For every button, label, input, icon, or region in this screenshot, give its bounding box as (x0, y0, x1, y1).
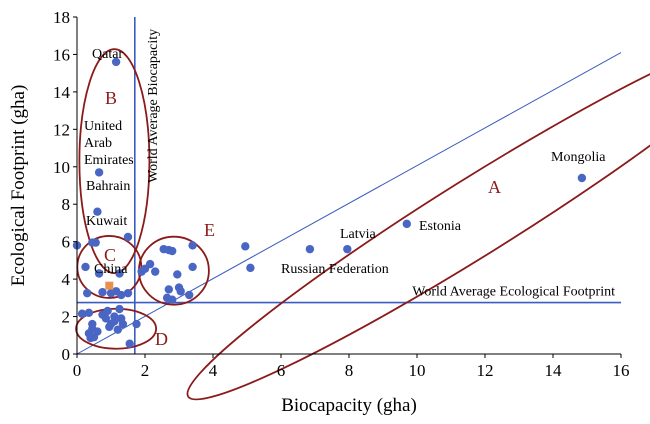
country-label-china: China (94, 262, 128, 277)
x-tick-label: 6 (277, 361, 286, 380)
data-point (241, 242, 250, 251)
data-point (151, 267, 160, 276)
y-tick-label: 14 (53, 83, 71, 102)
data-point (98, 288, 107, 297)
y-tick-label: 4 (62, 270, 71, 289)
data-point (115, 269, 124, 278)
data-point (188, 262, 197, 272)
data-point (81, 262, 90, 272)
data-point (110, 312, 119, 321)
group-letter-c: C (104, 245, 116, 265)
x-tick-label: 12 (477, 361, 494, 380)
data-point (118, 319, 128, 329)
y-tick-label: 0 (62, 345, 71, 364)
y-tick-label: 18 (53, 8, 70, 27)
country-label-latvia: Latvia (340, 227, 377, 242)
data-point-qatar (111, 57, 121, 67)
y-tick-label: 16 (53, 45, 70, 64)
data-point (132, 319, 141, 329)
data-point (94, 269, 104, 278)
data-point (83, 288, 92, 298)
group-letter-a: A (488, 177, 501, 197)
x-tick-label: 14 (545, 361, 563, 380)
data-points-layer (72, 57, 587, 348)
y-tick-label: 8 (62, 195, 71, 214)
data-point (115, 304, 124, 314)
x-tick-label: 4 (209, 361, 218, 380)
y-tick-label: 12 (53, 120, 70, 139)
data-point (113, 325, 123, 334)
data-point-china-highlight (105, 281, 114, 290)
y-axis-title: Ecological Footprint (gha) (8, 85, 29, 287)
country-label-estonia: Estonia (419, 219, 462, 234)
country-label-qatar: Qatar (92, 47, 123, 62)
y-tick-label: 2 (62, 308, 71, 327)
data-point (145, 259, 155, 269)
group-ellipse-e (137, 235, 210, 306)
x-axis-title: Biocapacity (gha) (281, 395, 417, 416)
data-point (103, 306, 112, 316)
x-tick-label: 8 (345, 361, 354, 380)
data-point-mongolia (577, 173, 587, 183)
data-point (77, 309, 87, 318)
data-point (93, 327, 102, 336)
group-ellipse-b (78, 48, 151, 275)
x-tick-label: 10 (409, 361, 426, 380)
country-label-united-arab-emirates: United Arab Emirates (84, 119, 134, 168)
data-point-kuwait (91, 238, 100, 247)
group-letter-e: E (204, 220, 215, 240)
group-ellipse-a (186, 32, 650, 401)
country-label-kuwait: Kuwait (86, 214, 127, 229)
data-point (164, 285, 173, 294)
data-point-estonia (402, 219, 411, 229)
y-tick-label: 6 (62, 233, 71, 252)
data-point (246, 263, 255, 273)
data-point (168, 246, 177, 256)
world-average-biocapacity-label: World Average Biocapacity (146, 29, 161, 183)
x-tick-label: 2 (141, 361, 150, 380)
data-point-russian-federation (305, 244, 315, 254)
axes-layer: 0 2 4 6 8 10 12 14 16 0 2 4 6 8 10 12 14 16 18 Biocapacity … (8, 8, 630, 416)
data-point-latvia (343, 244, 352, 254)
x-tick-label: 16 (613, 361, 630, 380)
data-point (111, 287, 121, 296)
data-point (173, 270, 182, 279)
data-point (125, 339, 134, 348)
data-point (123, 288, 133, 298)
country-label-russian-federation: Russian Federation (281, 262, 389, 277)
world-average-ecological-footprint-label: World Average Ecological Footprint (412, 285, 615, 300)
group-letter-d: D (155, 329, 168, 349)
data-point (123, 232, 133, 242)
data-point (188, 241, 197, 250)
data-point (86, 333, 95, 343)
y-tick-label: 10 (53, 158, 70, 177)
x-tick-label: 0 (73, 361, 82, 380)
data-point (168, 295, 177, 304)
data-point (84, 308, 94, 318)
data-point-united-arab-emirates (94, 168, 104, 177)
country-label-mongolia: Mongolia (551, 150, 606, 165)
data-point (101, 314, 111, 323)
data-point (176, 287, 185, 296)
data-point (105, 322, 114, 332)
group-letter-b: B (105, 88, 117, 108)
data-point (185, 290, 194, 300)
data-point-bahrain (93, 207, 102, 216)
labels-layer: World Average Biocapacity World Average E… (84, 29, 615, 349)
group-ellipses-layer (75, 32, 650, 401)
country-label-bahrain: Bahrain (86, 179, 130, 194)
